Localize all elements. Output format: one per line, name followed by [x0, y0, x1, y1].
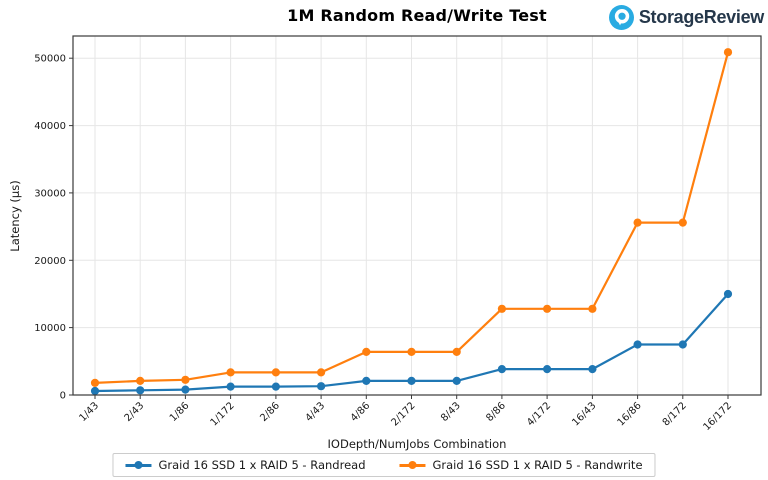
data-point — [543, 304, 552, 313]
data-point — [723, 289, 733, 299]
x-tick-label: 2/43 — [123, 400, 147, 424]
x-tick-label: 16/43 — [570, 400, 598, 428]
storagereview-logo: StorageReview — [608, 5, 764, 30]
x-axis-label: IODepth/NumJobs Combination — [328, 437, 507, 451]
data-point — [633, 340, 642, 349]
data-point — [633, 218, 642, 227]
data-point — [181, 375, 190, 384]
legend-label: Graid 16 SSD 1 x RAID 5 - Randread — [158, 458, 366, 472]
data-point — [136, 386, 145, 395]
legend-marker — [125, 460, 152, 470]
data-point — [226, 382, 235, 391]
data-point — [317, 368, 326, 377]
data-point — [181, 385, 190, 394]
data-point — [362, 347, 371, 356]
chart-title: 1M Random Read/Write Test — [287, 6, 547, 25]
y-tick-label: 50000 — [34, 54, 66, 65]
chart-canvas: 0 10000 20000 30000 40000 50000 1/43 2/43 1/86 1/… — [34, 35, 762, 433]
x-tick-label: 16/172 — [701, 400, 734, 433]
chart-legend: Graid 16 SSD 1 x RAID 5 - Randread Graid … — [112, 453, 656, 477]
data-point — [588, 365, 597, 374]
y-tick-label: 10000 — [34, 323, 66, 334]
y-tick-label: 20000 — [34, 256, 66, 267]
y-axis-label: Latency (µs) — [8, 180, 22, 251]
data-point — [452, 376, 461, 385]
legend-marker — [399, 460, 426, 470]
x-tick-label: 8/43 — [439, 400, 463, 424]
x-tick-label: 16/86 — [616, 400, 644, 428]
data-point — [497, 365, 506, 374]
y-tick-label: 40000 — [34, 121, 66, 132]
data-point — [271, 368, 280, 377]
data-point — [678, 340, 687, 349]
x-tick-label: 1/172 — [209, 400, 237, 428]
storagereview-wordmark: StorageReview — [638, 7, 764, 27]
data-point — [271, 382, 280, 391]
data-point — [497, 304, 506, 313]
x-tick-label: 2/172 — [389, 400, 417, 428]
legend-item: Graid 16 SSD 1 x RAID 5 - Randwrite — [399, 458, 643, 472]
x-tick-label: 8/86 — [484, 400, 508, 424]
data-point — [452, 347, 461, 356]
data-point — [90, 386, 100, 396]
data-point — [407, 347, 416, 356]
legend-item: Graid 16 SSD 1 x RAID 5 - Randread — [125, 458, 365, 472]
data-point — [136, 376, 145, 385]
y-tick-label: 0 — [60, 391, 66, 402]
data-point — [543, 365, 552, 374]
data-point — [362, 376, 371, 385]
data-point — [90, 378, 100, 387]
x-tick-label: 8/172 — [661, 400, 689, 428]
plot-border — [72, 35, 762, 396]
x-tick-label: 1/86 — [168, 400, 192, 424]
storagereview-icon — [608, 5, 634, 30]
x-tick-label: 4/86 — [349, 400, 373, 424]
x-tick-label: 4/43 — [304, 400, 328, 424]
data-point — [678, 218, 687, 227]
data-point — [588, 304, 597, 313]
x-tick-label: 1/43 — [77, 400, 101, 424]
data-point — [226, 368, 235, 377]
x-tick-label: 2/86 — [258, 400, 282, 424]
x-tick-label: 4/172 — [525, 400, 553, 428]
data-point — [723, 48, 733, 57]
y-tick-label: 30000 — [34, 188, 66, 199]
data-point — [317, 382, 326, 391]
data-point — [407, 376, 416, 385]
legend-label: Graid 16 SSD 1 x RAID 5 - Randwrite — [432, 458, 643, 472]
